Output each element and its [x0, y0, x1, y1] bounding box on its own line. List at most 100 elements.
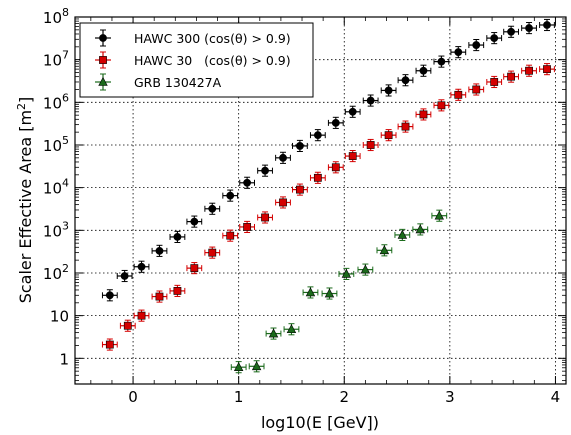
y-tick-label-base: 10: [50, 308, 69, 326]
circle-point: [261, 166, 269, 175]
y-tick-label: 1: [59, 350, 69, 368]
circle-point: [296, 142, 304, 150]
square-point: [384, 131, 393, 140]
square-point: [296, 185, 304, 194]
triangle-point: [434, 210, 444, 220]
legend-entries: HAWC 300 (cos(θ) > 0.9) HAWC 30 (cos(θ) >…: [95, 29, 291, 91]
square-point: [366, 141, 375, 149]
circle-point: [507, 27, 515, 36]
y-tick-label-base: 1: [59, 350, 69, 368]
x-tick-labels: 0 1 2 3 4: [128, 388, 560, 406]
square-point: [490, 78, 499, 86]
circle-point: [348, 107, 357, 116]
triangle-point: [415, 224, 425, 234]
square-point: [123, 321, 132, 330]
y-tick-label-exp: 5: [62, 134, 69, 147]
triangle-point: [233, 362, 244, 371]
circle-point: [279, 153, 287, 162]
y-tick-label-base: 10: [43, 94, 62, 112]
legend-marker-triangle: [98, 76, 108, 86]
square-point: [155, 292, 164, 301]
x-tick-label: 3: [445, 388, 455, 406]
circle-point: [243, 178, 252, 187]
circle-point: [331, 118, 340, 127]
square-point: [437, 101, 446, 110]
legend-label: GRB 130427A: [134, 75, 222, 90]
legend: HAWC 300 (cos(θ) > 0.9) HAWC 30 (cos(θ) >…: [79, 22, 314, 98]
y-tick-label-exp: 6: [62, 91, 69, 104]
y-tick-label-exp: 4: [62, 177, 69, 190]
y-axis-title-sup: 2: [15, 103, 28, 110]
triangle-point: [286, 324, 297, 334]
y-tick-label-exp: 3: [62, 219, 69, 232]
y-tick-label-base: 10: [43, 9, 62, 27]
legend-label: HAWC 30 (cos(θ) > 0.9): [134, 53, 291, 68]
y-tick-label-base: 10: [43, 180, 62, 198]
square-point: [279, 198, 287, 207]
square-point: [543, 65, 551, 74]
y-axis-title: Scaler Effective Area [m2]: [15, 97, 35, 304]
y-tick-label-exp: 2: [62, 262, 69, 275]
y-axis-title-close: ]: [16, 97, 35, 103]
circle-point: [490, 34, 499, 43]
square-point: [401, 122, 410, 131]
triangle-point: [305, 287, 316, 297]
circle-point: [313, 131, 322, 140]
circle-point: [155, 246, 164, 255]
triangle-point: [341, 268, 352, 278]
triangle-point: [360, 264, 371, 274]
legend-box: [79, 22, 314, 98]
x-tick-label: 0: [128, 388, 138, 406]
circle-point: [208, 204, 217, 213]
square-point: [208, 248, 217, 257]
triangle-point: [397, 229, 408, 239]
data-points: [105, 21, 551, 371]
circle-point: [472, 41, 481, 49]
y-tick-label-base: 10: [43, 52, 62, 70]
x-tick-label: 4: [551, 388, 561, 406]
square-point: [243, 223, 252, 231]
triangle-point: [379, 245, 390, 255]
x-axis-title: log10(E [GeV]): [261, 413, 379, 432]
square-point: [261, 213, 269, 222]
y-tick-label: 103: [43, 219, 69, 240]
square-point: [313, 173, 322, 182]
circle-point: [137, 262, 146, 271]
circle-point: [105, 291, 114, 300]
circle-point: [384, 86, 393, 95]
circle-point: [120, 272, 129, 280]
y-tick-label: 106: [43, 91, 69, 112]
axis-ticks: [75, 16, 566, 384]
y-tick-label-exp: 8: [62, 6, 69, 19]
y-tick-label-base: 10: [43, 137, 62, 155]
square-point: [331, 163, 340, 172]
y-axis-title-main: Scaler Effective Area [m: [16, 110, 35, 303]
legend-marker-circle: [99, 34, 107, 42]
square-point: [419, 110, 428, 119]
circle-point: [525, 24, 533, 32]
y-tick-label: 105: [43, 134, 69, 155]
square-point: [226, 231, 235, 240]
square-point: [105, 340, 114, 349]
circle-point: [190, 217, 199, 226]
circle-point: [437, 57, 446, 66]
y-tick-label-base: 10: [43, 222, 62, 240]
triangle-point: [251, 361, 262, 371]
y-tick-label-exp: 7: [62, 49, 69, 62]
circle-point: [543, 21, 551, 29]
circle-point: [366, 96, 375, 105]
square-point: [190, 264, 199, 273]
y-tick-label: 104: [43, 177, 69, 198]
x-tick-label: 1: [234, 388, 244, 406]
circle-point: [401, 76, 410, 85]
legend-marker-square: [99, 56, 107, 64]
y-tick-label: 108: [43, 6, 69, 27]
y-tick-label: 10: [50, 308, 69, 326]
square-point: [454, 90, 463, 99]
circle-point: [419, 66, 428, 75]
y-tick-label: 102: [43, 262, 69, 283]
square-point: [348, 152, 357, 160]
triangle-point: [324, 288, 335, 298]
